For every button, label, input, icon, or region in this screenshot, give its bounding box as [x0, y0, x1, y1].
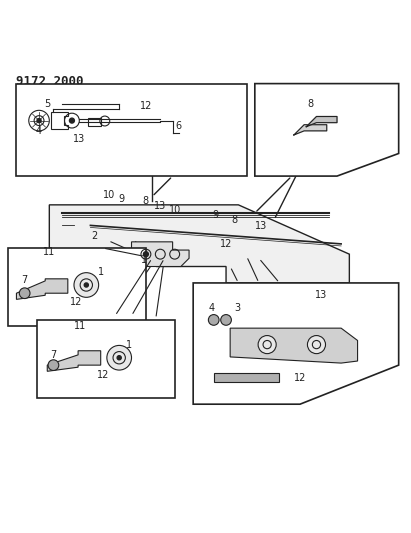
Bar	[8, 248, 146, 326]
Text: 9: 9	[118, 194, 124, 204]
Text: 12: 12	[97, 370, 109, 381]
Text: 3: 3	[235, 303, 240, 313]
Polygon shape	[47, 351, 101, 372]
Text: 9: 9	[213, 211, 219, 221]
Text: 4: 4	[36, 126, 42, 135]
Text: 13: 13	[154, 200, 166, 211]
Circle shape	[48, 360, 59, 370]
Text: 5: 5	[44, 99, 51, 109]
Text: 4: 4	[209, 303, 215, 313]
Text: 2: 2	[91, 231, 98, 240]
Text: 13: 13	[314, 290, 327, 300]
Text: 13: 13	[255, 221, 267, 231]
Text: 1: 1	[127, 340, 132, 350]
Text: 11: 11	[74, 321, 86, 332]
Polygon shape	[132, 242, 189, 266]
Text: 8: 8	[143, 196, 149, 206]
Circle shape	[37, 118, 41, 123]
Polygon shape	[306, 117, 337, 127]
Text: 12: 12	[294, 373, 306, 383]
Text: 12: 12	[70, 297, 82, 307]
Circle shape	[19, 288, 30, 298]
Text: 7: 7	[50, 350, 57, 360]
Text: 10: 10	[169, 205, 181, 215]
Text: 9172 2000: 9172 2000	[16, 75, 84, 88]
Circle shape	[74, 273, 99, 297]
Circle shape	[117, 356, 121, 360]
Polygon shape	[230, 328, 358, 363]
Polygon shape	[255, 84, 399, 176]
Bar	[16, 84, 247, 176]
Bar	[37, 320, 175, 398]
Polygon shape	[16, 279, 68, 300]
Circle shape	[208, 314, 219, 325]
Text: 12: 12	[140, 101, 152, 111]
Text: 10: 10	[103, 190, 115, 200]
Text: 8: 8	[231, 215, 237, 224]
Polygon shape	[214, 373, 279, 382]
Circle shape	[143, 252, 148, 256]
Polygon shape	[294, 125, 327, 135]
Polygon shape	[49, 205, 349, 283]
Circle shape	[307, 336, 326, 353]
Circle shape	[84, 283, 88, 287]
Circle shape	[221, 314, 231, 325]
Text: 8: 8	[307, 99, 313, 109]
Text: 1: 1	[98, 267, 104, 277]
Text: 13: 13	[73, 134, 85, 144]
Text: 1: 1	[141, 255, 147, 265]
Bar	[88, 118, 101, 126]
Circle shape	[107, 345, 132, 370]
Circle shape	[258, 336, 276, 353]
Polygon shape	[193, 283, 399, 404]
Text: 11: 11	[43, 247, 55, 257]
Circle shape	[69, 118, 74, 123]
Text: 7: 7	[21, 274, 28, 285]
Text: 12: 12	[220, 239, 232, 249]
Text: 6: 6	[176, 120, 182, 131]
